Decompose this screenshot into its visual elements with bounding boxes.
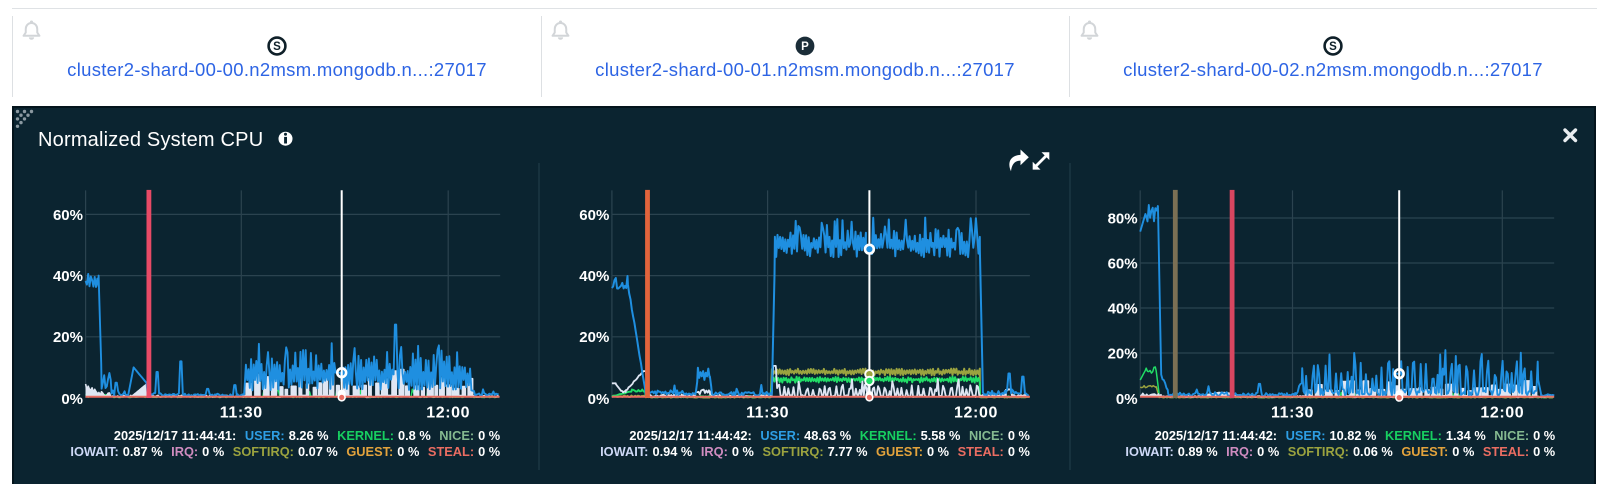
- svg-text:0%: 0%: [61, 391, 83, 408]
- svg-text:12:00: 12:00: [426, 405, 470, 422]
- svg-text:S: S: [273, 41, 281, 53]
- svg-text:60%: 60%: [1108, 255, 1138, 272]
- svg-text:40%: 40%: [53, 268, 83, 285]
- svg-text:S: S: [1329, 41, 1337, 53]
- svg-text:11:30: 11:30: [1271, 405, 1314, 422]
- svg-text:20%: 20%: [53, 329, 83, 346]
- svg-text:12:00: 12:00: [1480, 405, 1524, 422]
- svg-text:20%: 20%: [1108, 345, 1138, 362]
- svg-text:0%: 0%: [1116, 391, 1138, 408]
- svg-text:40%: 40%: [1108, 300, 1138, 317]
- svg-text:0%: 0%: [588, 391, 610, 408]
- svg-text:20%: 20%: [579, 329, 609, 346]
- svg-text:P: P: [801, 41, 809, 53]
- svg-text:11:30: 11:30: [220, 405, 263, 422]
- svg-text:60%: 60%: [579, 207, 609, 224]
- svg-text:12:00: 12:00: [954, 405, 998, 422]
- svg-text:80%: 80%: [1108, 210, 1138, 227]
- svg-text:40%: 40%: [579, 268, 609, 285]
- svg-text:11:30: 11:30: [746, 405, 789, 422]
- svg-text:60%: 60%: [53, 207, 83, 224]
